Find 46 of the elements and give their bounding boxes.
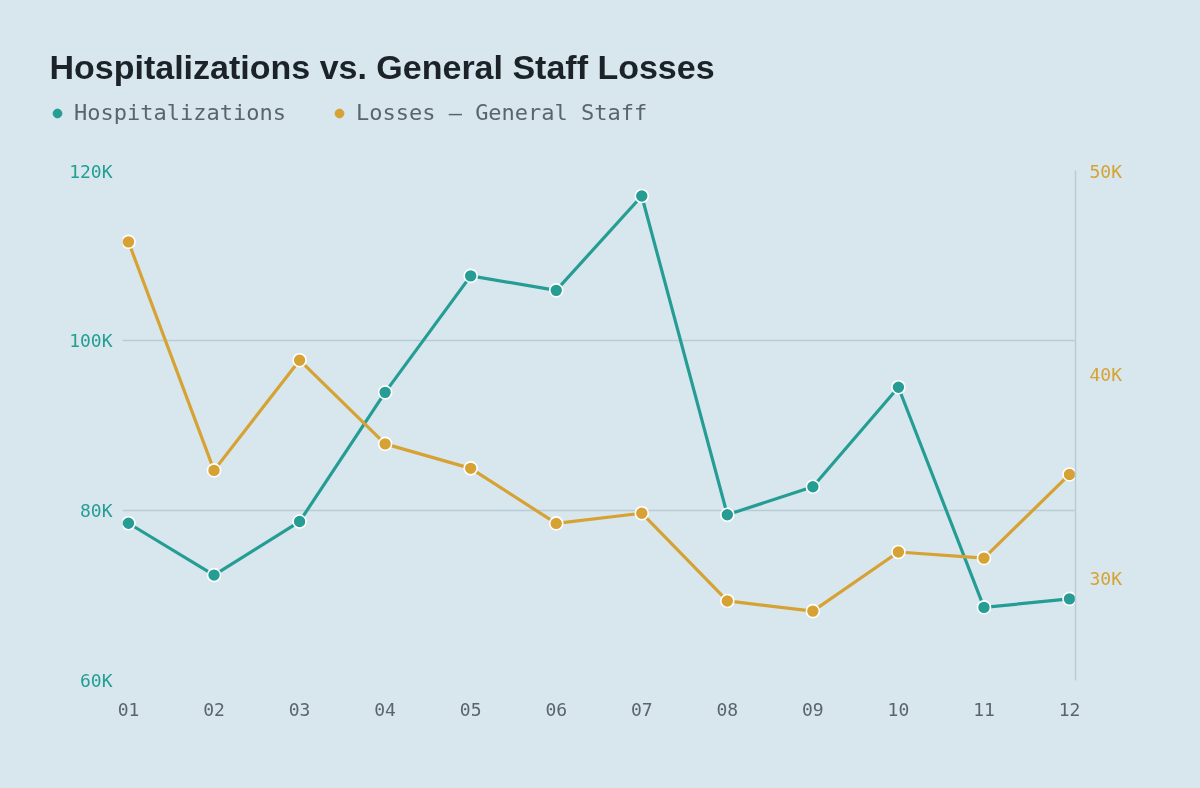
y-tick-label: 80K (79, 500, 113, 521)
x-tick-label: 05 (459, 698, 482, 720)
point (206, 463, 222, 478)
y2-tick-label: 30K (1089, 568, 1123, 589)
chart-title: Hospitalizations vs. General Staff Losses (49, 47, 715, 86)
point (122, 515, 136, 531)
y2-tick-label: 50K (1089, 160, 1123, 182)
x-tick-label: 12 (1058, 698, 1081, 720)
x-tick-label: 10 (887, 698, 910, 720)
point (377, 385, 393, 400)
x-tick-label: 08 (716, 698, 739, 720)
x-tick-label: 03 (288, 698, 311, 720)
y2-tick-label: 40K (1089, 364, 1123, 385)
point (891, 544, 906, 560)
y-tick-label: 60K (79, 670, 113, 691)
point (720, 593, 735, 609)
point (1062, 591, 1076, 607)
point (1062, 467, 1076, 482)
legend-label: Losses – General Staff (355, 100, 648, 125)
point (548, 283, 564, 298)
point (292, 514, 307, 529)
x-tick-label: 02 (203, 698, 225, 720)
point (548, 516, 564, 531)
point (805, 603, 821, 619)
point (377, 436, 393, 452)
x-tick-label: 07 (630, 698, 653, 720)
point (634, 505, 650, 521)
x-tick-label: 01 (117, 698, 140, 720)
point (292, 352, 307, 368)
x-tick-label: 09 (802, 698, 824, 720)
y-tick-label: 100K (69, 330, 113, 351)
x-tick-label: 04 (374, 698, 396, 720)
point (976, 600, 992, 615)
point (891, 379, 906, 395)
point (463, 268, 478, 284)
point (976, 550, 992, 566)
point (805, 479, 821, 494)
legend-label: Hospitalizations (74, 100, 286, 125)
point (206, 567, 222, 583)
x-tick-label: 11 (973, 698, 995, 720)
x-tick-label: 06 (545, 698, 568, 720)
point (720, 507, 735, 523)
point (122, 234, 136, 250)
point (634, 188, 650, 204)
point (463, 461, 478, 476)
y-tick-label: 120K (69, 160, 113, 182)
